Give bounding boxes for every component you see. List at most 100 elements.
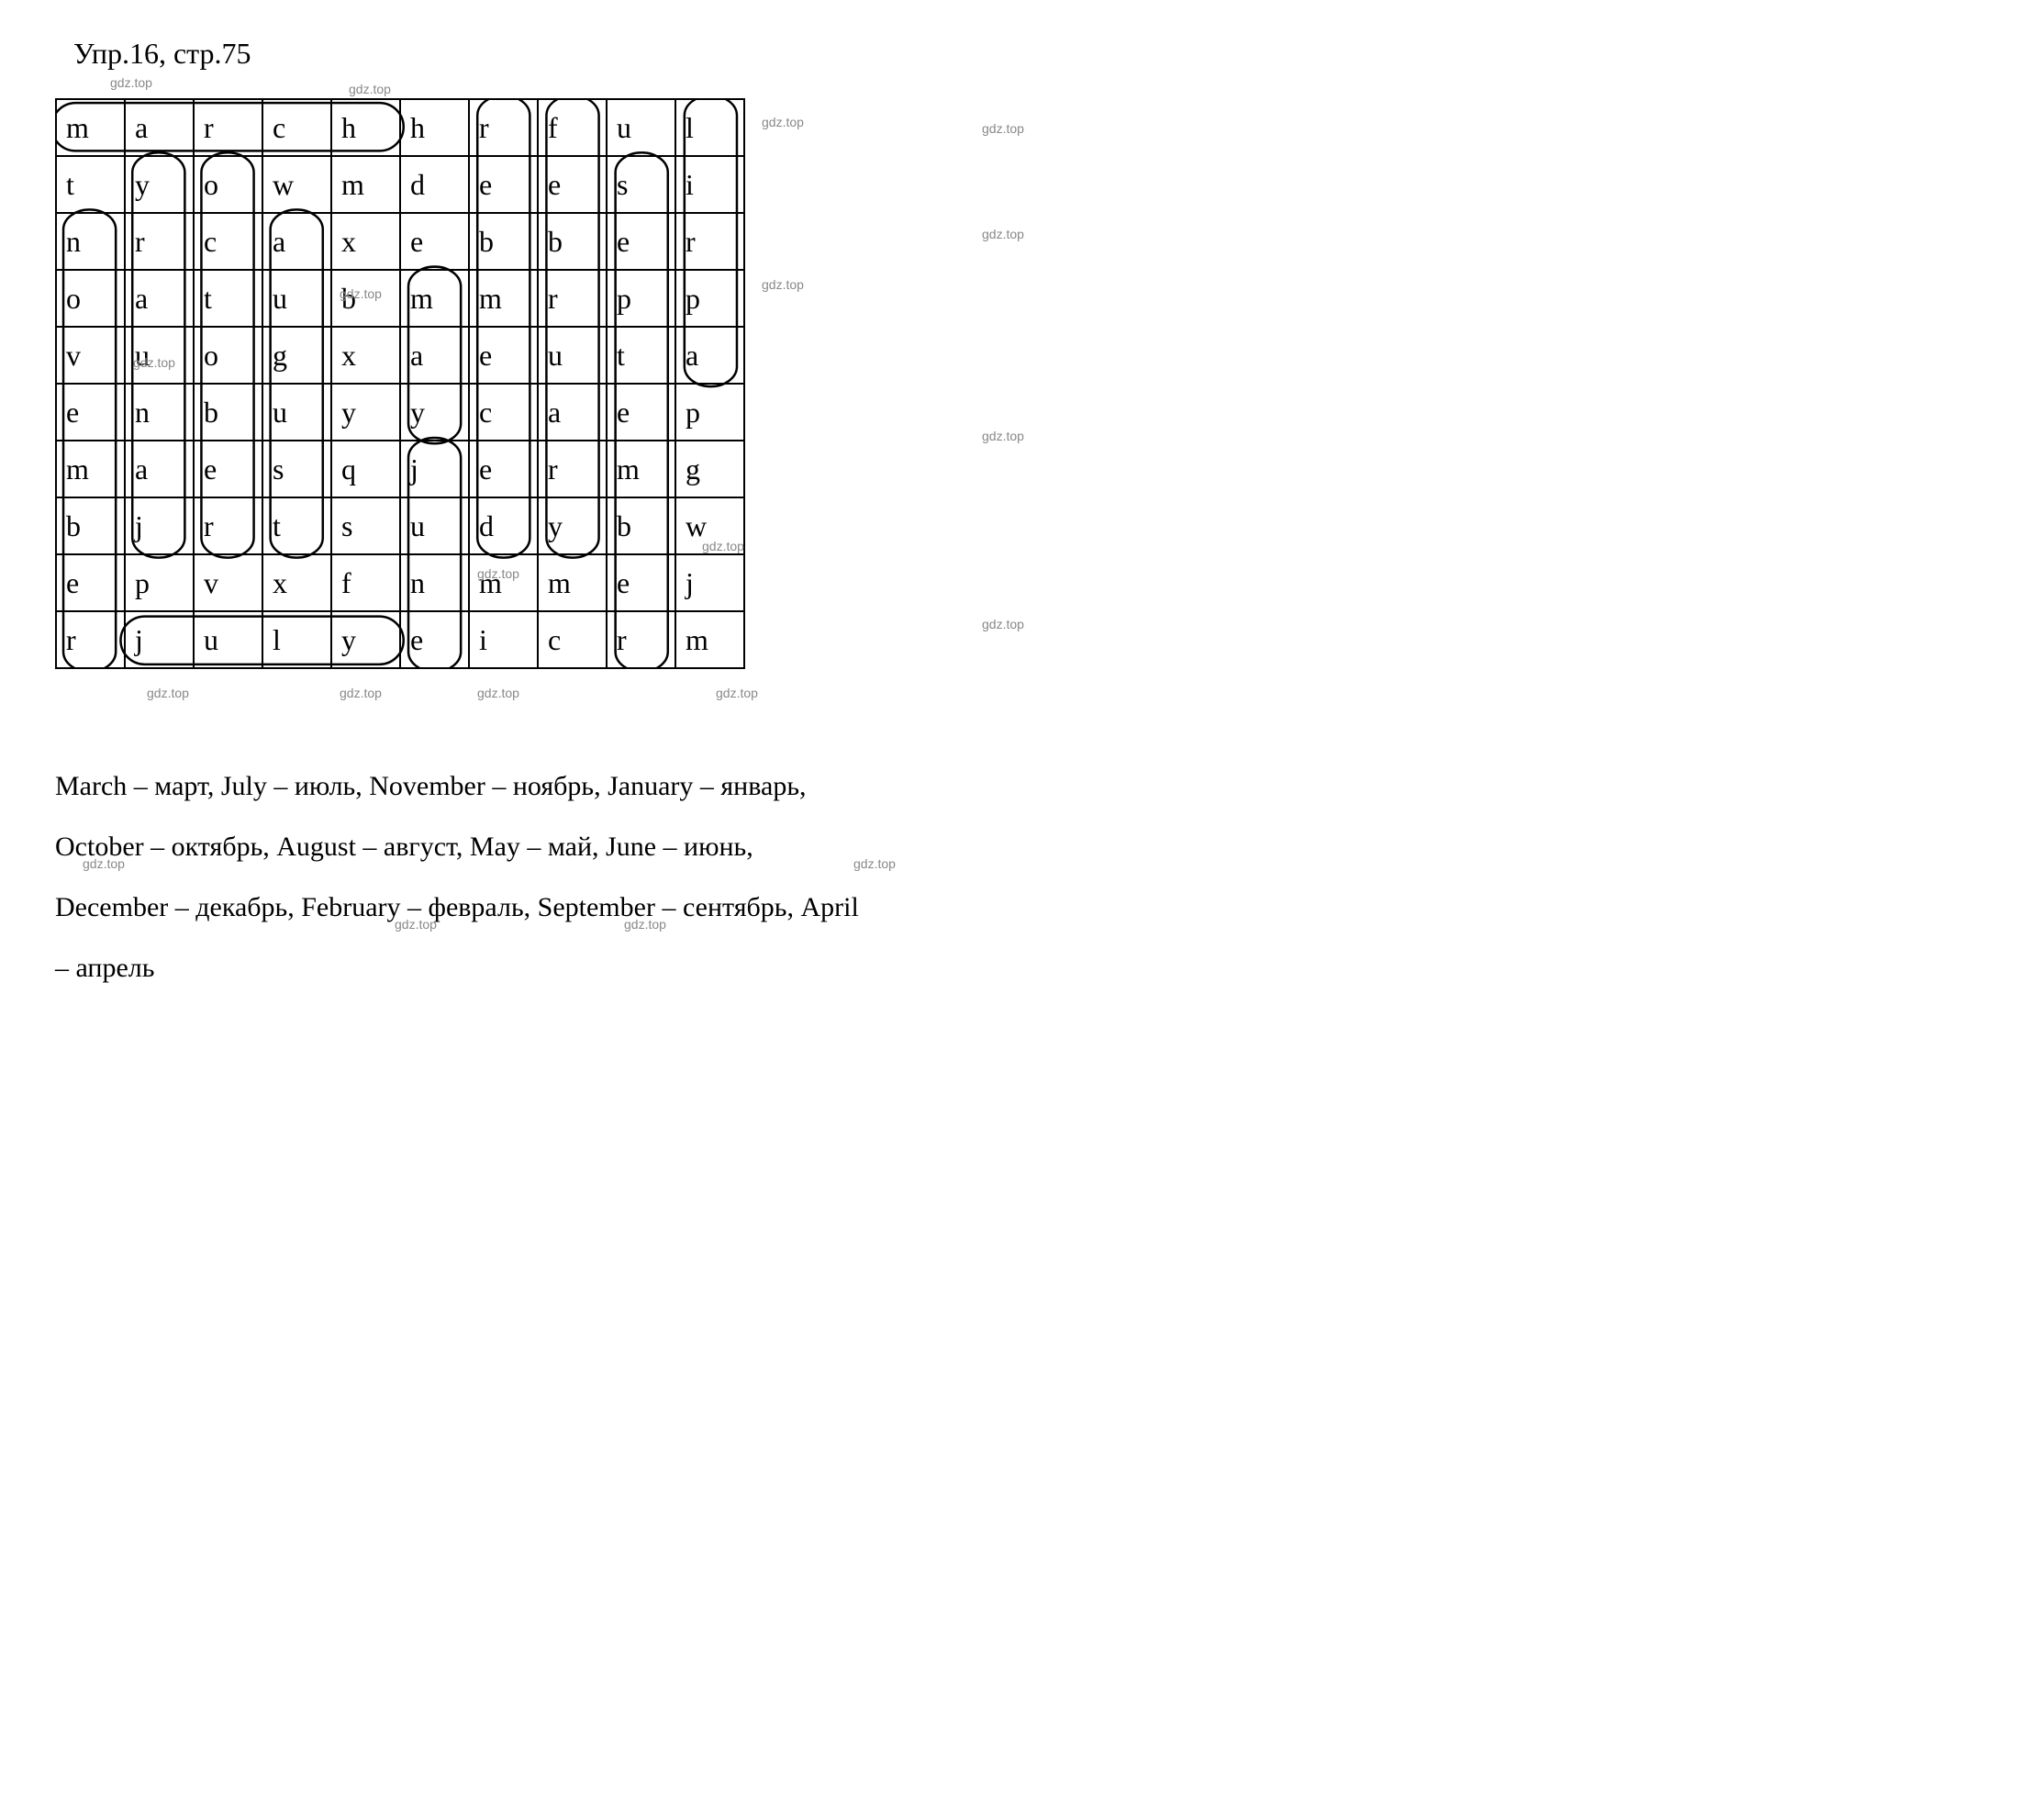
grid-cell: u bbox=[262, 270, 331, 327]
grid-cell: e bbox=[607, 384, 675, 441]
exercise-header: Упр.16, стр.75 bbox=[55, 37, 1963, 71]
grid-cell: r bbox=[675, 213, 744, 270]
grid-cell: s bbox=[607, 156, 675, 213]
grid-cell: r bbox=[538, 270, 607, 327]
watermark: gdz.top bbox=[477, 686, 519, 700]
grid-cell: e bbox=[400, 213, 469, 270]
grid-cell: t bbox=[262, 497, 331, 554]
grid-cell: e bbox=[469, 327, 538, 384]
grid-cell: x bbox=[262, 554, 331, 611]
grid-cell: t bbox=[607, 327, 675, 384]
grid-cell: j bbox=[125, 497, 194, 554]
grid-cell: y bbox=[331, 384, 400, 441]
grid-cell: u bbox=[400, 497, 469, 554]
grid-cell: j bbox=[675, 554, 744, 611]
grid-cell: j bbox=[400, 441, 469, 497]
grid-cell: x bbox=[331, 327, 400, 384]
grid-cell: n bbox=[400, 554, 469, 611]
grid-row: vuogxaeuta bbox=[56, 327, 744, 384]
grid-cell: o bbox=[56, 270, 125, 327]
grid-cell: c bbox=[262, 99, 331, 156]
grid-cell: c bbox=[469, 384, 538, 441]
watermark: gdz.top bbox=[762, 115, 804, 129]
grid-cell: m bbox=[538, 554, 607, 611]
grid-cell: e bbox=[400, 611, 469, 668]
grid-cell: r bbox=[538, 441, 607, 497]
grid-row: tyowmdeesi bbox=[56, 156, 744, 213]
grid-row: maesqjermg bbox=[56, 441, 744, 497]
grid-cell: m bbox=[331, 156, 400, 213]
grid-row: bjrtsudybw bbox=[56, 497, 744, 554]
answer-text: March – март, July – июль, November – но… bbox=[55, 756, 1019, 999]
answer-line: October – октябрь, August – август, May … bbox=[55, 817, 1019, 877]
grid-row: marchhrful bbox=[56, 99, 744, 156]
grid-cell: t bbox=[56, 156, 125, 213]
grid-row: rjulyeicrm bbox=[56, 611, 744, 668]
grid-cell: e bbox=[538, 156, 607, 213]
grid-cell: m bbox=[56, 99, 125, 156]
grid-cell: m bbox=[400, 270, 469, 327]
grid-cell: v bbox=[56, 327, 125, 384]
grid-cell: u bbox=[538, 327, 607, 384]
grid-cell: a bbox=[400, 327, 469, 384]
grid-cell: r bbox=[469, 99, 538, 156]
grid-cell: n bbox=[125, 384, 194, 441]
watermark: gdz.top bbox=[147, 686, 189, 700]
grid-row: oatubmmrpp bbox=[56, 270, 744, 327]
grid-cell: o bbox=[194, 156, 262, 213]
watermark: gdz.top bbox=[349, 82, 391, 96]
grid-cell: d bbox=[469, 497, 538, 554]
grid-cell: s bbox=[331, 497, 400, 554]
grid-cell: a bbox=[538, 384, 607, 441]
grid-cell: b bbox=[469, 213, 538, 270]
grid-cell: m bbox=[675, 611, 744, 668]
grid-cell: m bbox=[56, 441, 125, 497]
watermark: gdz.top bbox=[982, 121, 1024, 136]
watermark: gdz.top bbox=[340, 686, 382, 700]
grid-row: enbuyycaep bbox=[56, 384, 744, 441]
grid-cell: r bbox=[607, 611, 675, 668]
grid-cell: p bbox=[607, 270, 675, 327]
word-search-grid: marchhrfultyowmdeesinrcaxebberoatubmmrpp… bbox=[55, 98, 745, 669]
grid-cell: c bbox=[194, 213, 262, 270]
grid-cell: q bbox=[331, 441, 400, 497]
word-search-container: marchhrfultyowmdeesinrcaxebberoatubmmrpp… bbox=[55, 98, 745, 669]
answer-line: March – март, July – июль, November – но… bbox=[55, 756, 1019, 817]
grid-cell: p bbox=[125, 554, 194, 611]
grid-cell: b bbox=[56, 497, 125, 554]
grid-cell: y bbox=[331, 611, 400, 668]
grid-cell: e bbox=[56, 554, 125, 611]
grid-cell: e bbox=[469, 156, 538, 213]
grid-cell: g bbox=[262, 327, 331, 384]
grid-cell: o bbox=[194, 327, 262, 384]
grid-cell: h bbox=[331, 99, 400, 156]
watermark: gdz.top bbox=[716, 686, 758, 700]
watermark: gdz.top bbox=[762, 277, 804, 292]
grid-cell: b bbox=[331, 270, 400, 327]
grid-cell: c bbox=[538, 611, 607, 668]
grid-cell: f bbox=[538, 99, 607, 156]
grid-cell: a bbox=[675, 327, 744, 384]
grid-cell: m bbox=[469, 554, 538, 611]
grid-cell: r bbox=[194, 99, 262, 156]
grid-cell: e bbox=[194, 441, 262, 497]
grid-cell: a bbox=[262, 213, 331, 270]
grid-cell: i bbox=[469, 611, 538, 668]
grid-cell: a bbox=[125, 270, 194, 327]
watermark: gdz.top bbox=[982, 617, 1024, 631]
grid-cell: u bbox=[194, 611, 262, 668]
grid-cell: w bbox=[675, 497, 744, 554]
grid-row: epvxfnmmej bbox=[56, 554, 744, 611]
grid-cell: r bbox=[194, 497, 262, 554]
watermark: gdz.top bbox=[110, 75, 152, 90]
grid-cell: x bbox=[331, 213, 400, 270]
grid-cell: m bbox=[607, 441, 675, 497]
grid-cell: g bbox=[675, 441, 744, 497]
grid-cell: p bbox=[675, 384, 744, 441]
grid-cell: e bbox=[56, 384, 125, 441]
grid-cell: b bbox=[607, 497, 675, 554]
grid-cell: b bbox=[538, 213, 607, 270]
grid-cell: m bbox=[469, 270, 538, 327]
grid-cell: y bbox=[538, 497, 607, 554]
grid-cell: e bbox=[469, 441, 538, 497]
